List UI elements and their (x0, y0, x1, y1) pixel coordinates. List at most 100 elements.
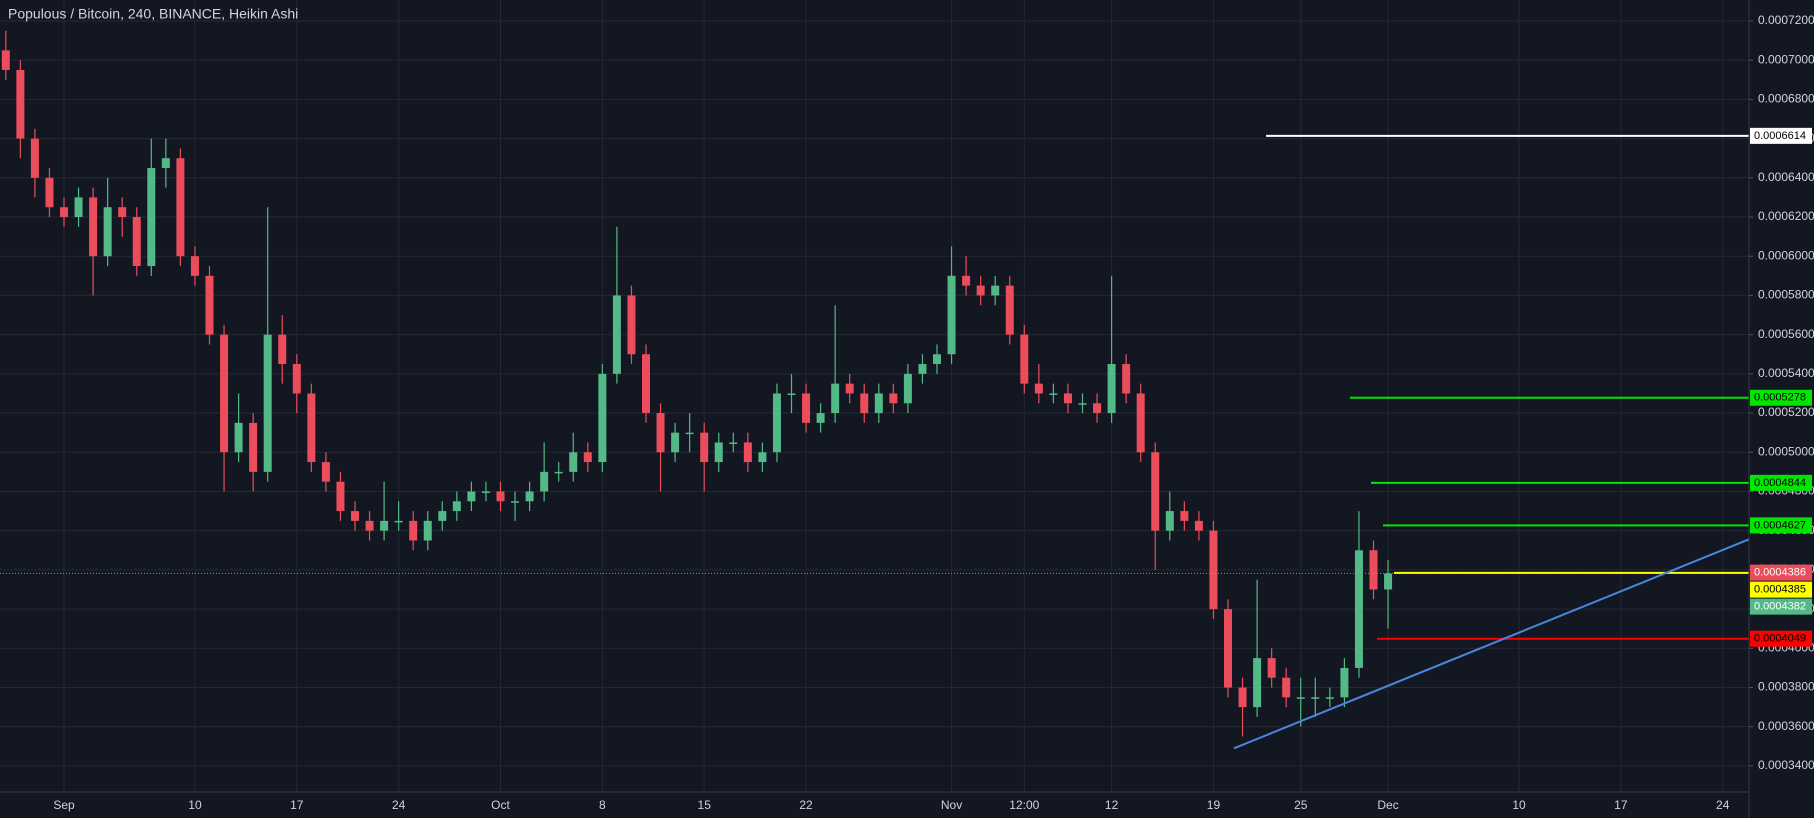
candle-body (1165, 511, 1174, 531)
candle-body (147, 168, 156, 267)
price-label: 0.0005278 (1754, 392, 1806, 404)
trendline (1233, 538, 1750, 750)
candle-body (787, 393, 796, 395)
candle-body (1296, 697, 1305, 699)
x-tick-label: Nov (941, 798, 962, 812)
candle-body (889, 393, 898, 404)
candle-body (1325, 697, 1334, 699)
candle-body (234, 422, 243, 453)
candle-body (1049, 393, 1058, 395)
candle-body (1369, 550, 1378, 590)
candle-body (1020, 334, 1029, 384)
candle-body (918, 364, 927, 374)
candle-body (60, 207, 68, 218)
y-tick-label: 0.0006000 (1758, 248, 1814, 262)
x-tick-label: 12:00 (1009, 798, 1039, 812)
price-label-bg (1750, 474, 1812, 491)
y-tick-label: 0.0005000 (1758, 444, 1814, 458)
price-label-bg (1750, 630, 1812, 647)
candle-body (1253, 658, 1262, 708)
price-label-bg (1750, 517, 1812, 534)
price-label: 0.0004049 (1754, 633, 1806, 645)
candle-body (263, 334, 272, 472)
price-label: 0.0004844 (1754, 477, 1806, 489)
candle-body (1122, 364, 1131, 394)
x-tick-label: 22 (799, 798, 813, 812)
candle-body (845, 383, 854, 394)
candle-body (1063, 393, 1072, 404)
candle-body (190, 256, 199, 276)
candle-body (1078, 403, 1087, 405)
candle-body (1267, 658, 1276, 678)
candle-body (118, 207, 127, 218)
candle-body (540, 471, 549, 492)
candle-body (802, 393, 811, 423)
candle-body (1311, 697, 1320, 699)
y-tick-label: 0.0006200 (1758, 209, 1814, 223)
price-label-bg (1750, 581, 1812, 598)
candle-body (467, 491, 476, 502)
price-label: 0.0004627 (1754, 519, 1806, 531)
candle-body (627, 295, 636, 355)
candle-body (380, 520, 389, 531)
x-tick-label: 15 (698, 798, 712, 812)
y-tick-label: 0.0006400 (1758, 170, 1814, 184)
candle-body (205, 275, 214, 335)
candle-body (74, 197, 83, 218)
candle-body (612, 295, 621, 374)
y-tick-label: 0.0005200 (1758, 405, 1814, 419)
candle-body (496, 491, 505, 502)
price-label: 0.0006614 (1754, 130, 1806, 142)
y-tick-label: 0.0007000 (1758, 52, 1814, 66)
candle-body (642, 354, 650, 414)
candle-body (656, 413, 665, 453)
candle-body (816, 413, 825, 423)
y-tick-label: 0.0005600 (1758, 327, 1814, 341)
candle-body (16, 69, 25, 139)
x-tick-label: 24 (1716, 798, 1730, 812)
y-tick-label: 0.0005400 (1758, 366, 1814, 380)
candle-body (481, 491, 490, 493)
candle-body (321, 462, 330, 482)
x-tick-label: 17 (1614, 798, 1628, 812)
candle-body (933, 354, 941, 365)
x-tick-label: 19 (1207, 798, 1221, 812)
y-tick-label: 0.0003800 (1758, 680, 1814, 694)
price-label: 0.0004382 (1754, 601, 1806, 613)
candle-body (1136, 393, 1145, 453)
price-label-bg (1750, 389, 1812, 406)
price-label-bg (1750, 598, 1812, 615)
candle-body (729, 442, 738, 444)
candle-body (743, 442, 752, 463)
x-tick-label: 17 (290, 798, 304, 812)
candle-body (1224, 609, 1232, 688)
price-markers: 0.0006614 0.0005278 0.0004844 0.0004627 0.00… (1750, 127, 1812, 647)
candle-body (45, 177, 54, 208)
candle-body (1354, 550, 1363, 668)
candle-body (700, 432, 709, 463)
candle-body (1180, 511, 1189, 521)
candle-body (991, 285, 1000, 296)
candle-body (860, 393, 869, 414)
candle-body (1384, 573, 1393, 590)
plot-area (0, 30, 1750, 750)
candle-body (394, 520, 403, 523)
x-tick-label: 24 (392, 798, 406, 812)
candle-body (423, 520, 432, 541)
candle-body (554, 471, 563, 474)
candle-body (438, 511, 447, 521)
candle-body (947, 275, 956, 355)
x-tick-label: Sep (53, 798, 75, 812)
x-tick-label: 10 (1512, 798, 1526, 812)
candle-body (1209, 530, 1218, 610)
x-tick-label: Dec (1377, 798, 1398, 812)
candle-body (278, 334, 287, 365)
chart-title: Populous / Bitcoin, 240, BINANCE, Heikin… (8, 6, 298, 22)
candle-body (714, 442, 723, 463)
candle-body (292, 364, 301, 394)
candle-body (1, 50, 10, 70)
candle-body (1340, 667, 1349, 698)
candle-body (903, 373, 912, 404)
